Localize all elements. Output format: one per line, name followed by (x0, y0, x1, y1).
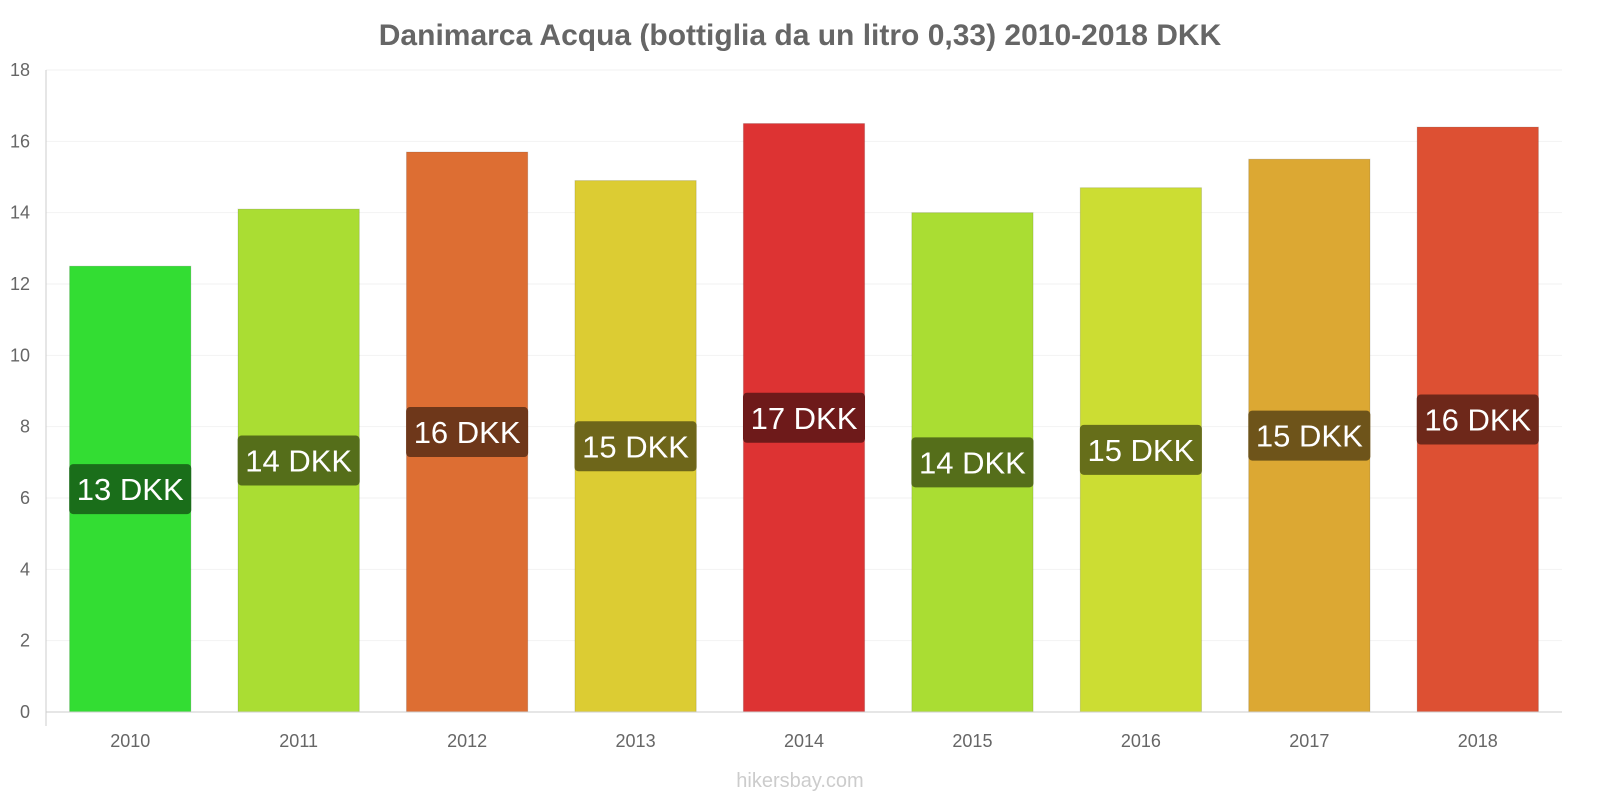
data-label-box-2016 (1079, 424, 1202, 475)
data-labels: 13 DKK 14 DKK 16 DKK 15 DKK 17 DKK 14 DKK 15 D… (69, 392, 1539, 515)
y-tick-label: 6 (20, 488, 30, 508)
y-tick-label: 12 (10, 274, 30, 294)
y-tick-label: 16 (10, 131, 30, 151)
y-tick-label: 18 (10, 60, 30, 80)
data-label-box-2015 (911, 437, 1034, 488)
data-label-box-2017 (1248, 410, 1371, 461)
data-label-box-2011 (237, 435, 360, 486)
y-tick-label: 14 (10, 203, 30, 223)
chart-title: Danimarca Acqua (bottiglia da un litro 0… (379, 19, 1222, 52)
data-label-2016: 15 DKK (1087, 433, 1194, 468)
data-label-2015: 14 DKK (919, 445, 1026, 480)
data-label-2017: 15 DKK (1256, 419, 1363, 454)
x-tick-label: 2014 (784, 731, 824, 751)
data-label-box-2012 (406, 407, 529, 458)
x-axis: 2010 2011 2012 2013 2014 2015 2016 2017 2018 (46, 711, 1562, 751)
data-label-box-2010 (69, 464, 192, 515)
x-tick-label: 2010 (110, 731, 150, 751)
y-tick-label: 8 (20, 417, 30, 437)
data-label-2010: 13 DKK (77, 472, 184, 507)
data-label-2012: 16 DKK (414, 415, 521, 450)
x-tick-label: 2016 (1121, 731, 1161, 751)
x-tick-label: 2015 (952, 731, 992, 751)
y-tick-label: 0 (20, 702, 30, 722)
data-label-box-2018 (1416, 394, 1539, 445)
y-axis: 0 2 4 6 8 10 12 14 16 18 (10, 60, 47, 726)
data-label-2011: 14 DKK (245, 444, 352, 479)
data-label-box-2014 (743, 392, 865, 443)
y-tick-label: 2 (20, 631, 30, 651)
x-tick-label: 2018 (1458, 731, 1498, 751)
x-tick-label: 2011 (279, 731, 318, 751)
data-label-2014: 17 DKK (751, 401, 858, 436)
x-tick-label: 2017 (1289, 731, 1329, 751)
credit-text: hikersbay.com (736, 770, 863, 792)
data-label-2013: 15 DKK (582, 429, 689, 464)
y-tick-label: 4 (20, 559, 30, 579)
data-label-box-2013 (574, 421, 697, 472)
x-tick-label: 2013 (616, 731, 656, 751)
y-tick-label: 10 (10, 345, 30, 365)
x-tick-label: 2012 (447, 731, 487, 751)
data-label-2018: 16 DKK (1424, 403, 1531, 438)
